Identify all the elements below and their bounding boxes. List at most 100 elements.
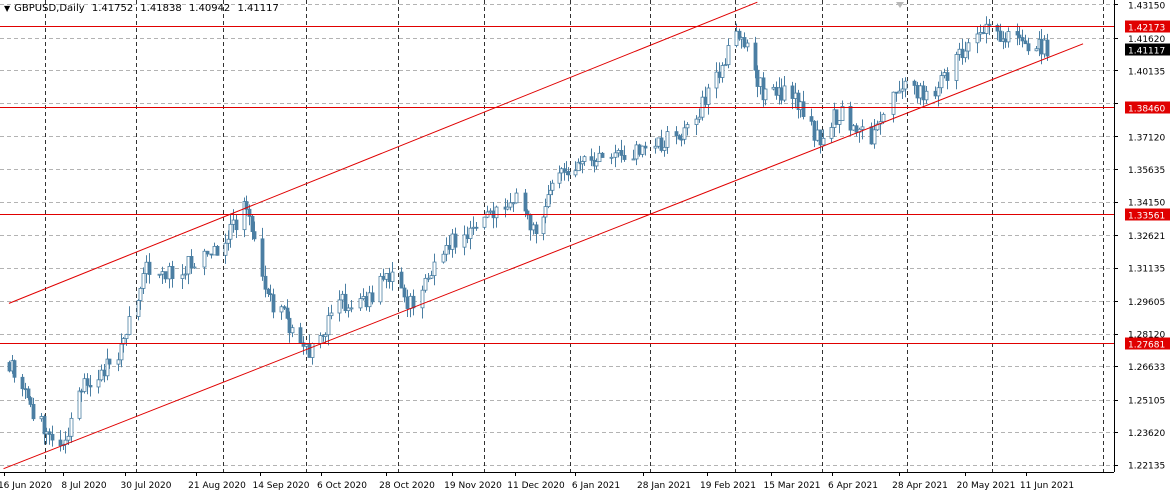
candle-body [954,54,959,81]
channel-upper-line [8,1,758,304]
candle-body [390,271,395,282]
candle-body [697,116,702,120]
candle-body [20,376,25,390]
chart-header: ▼ GBPUSD,Daily 1.41752 1.41838 1.40942 1.… [4,3,283,14]
candle-body [860,126,865,130]
x-tick-label: 8 Jul 2020 [61,481,106,491]
candle-body [945,72,950,81]
candle-body [505,206,510,210]
candle-body [566,170,571,176]
candle-body [423,277,428,291]
candle-body [304,344,309,347]
y-tick-label: 1.23620 [1128,429,1165,439]
candle-body [726,45,731,66]
triangle-down-icon[interactable]: ▼ [4,4,11,13]
y-tick-label: 1.34150 [1128,199,1165,209]
candle-body [966,42,971,52]
candle-body [23,388,28,391]
candle-body [337,299,342,314]
chart-shift-marker-icon [896,2,904,8]
candle-body [659,137,664,151]
candle-body [753,42,758,71]
candle-body [942,72,947,76]
candle-body [136,300,141,317]
candle-body [1006,31,1011,43]
candle-body [361,296,366,300]
candle-body [7,362,12,372]
candle-body [815,129,820,141]
candle-body [252,231,257,240]
candle-body [167,266,172,280]
candle-body [247,208,252,217]
candle-body [534,224,539,235]
x-tick-label: 21 Aug 2020 [188,481,246,491]
candle-body [79,390,84,393]
candle-body [318,335,323,344]
y-tick-label: 1.41620 [1128,35,1165,45]
candle-body [984,23,989,34]
candle-body [163,271,168,280]
candle-body [550,182,555,191]
candle-body [290,327,295,334]
candle-body [662,146,667,151]
candle-body [1039,38,1044,55]
candle-body [793,92,798,99]
candle-body [915,85,920,99]
candle-body [119,343,124,361]
candle-body [82,378,87,392]
candle-body [244,201,249,210]
x-tick-label: 11 Jun 2021 [1020,481,1074,491]
candle-body [462,234,467,248]
x-tick-label: 30 Jul 2020 [121,481,172,491]
candle-body [287,317,292,334]
level-price-label: 1.33561 [1128,212,1165,222]
candle-body [891,91,896,115]
candle-body [358,298,363,309]
level-price-tag [1125,101,1170,114]
candle-body [250,215,255,233]
x-tick-label: 28 Jan 2021 [637,481,691,491]
candle-body [706,87,711,105]
candle-body [160,271,165,275]
candle-body [44,431,49,435]
candle-body [263,275,268,290]
low-value: 1.40942 [188,3,231,14]
candle-body [921,85,926,101]
x-tick-label: 16 Jun 2020 [0,481,52,491]
candle-body [186,256,191,275]
candle-body [340,293,345,301]
candle-body [183,273,188,276]
candle-body [471,226,476,229]
candle-body [508,202,513,208]
candle-body [543,206,548,218]
candle-body [957,48,962,55]
candle-body [801,101,806,117]
candle-body [170,266,175,279]
candle-body [411,295,416,309]
candle-body [429,275,434,279]
candle-body [798,101,803,111]
candle-body [28,397,33,405]
candle-body [851,125,856,131]
candle-body [42,416,47,435]
candle-body [975,33,980,44]
candle-body [771,86,776,90]
candle-body [739,37,744,40]
candle-body [559,168,564,174]
candle-body [1017,34,1022,38]
candle-body [279,306,284,313]
candle-body [465,234,470,239]
candle-body [774,86,779,96]
candle-body [685,124,690,129]
candle-body [234,219,239,231]
candle-body [742,37,747,48]
candle-body [918,85,923,99]
candle-body [643,145,648,149]
candle-body [978,32,983,35]
candle-body [779,87,784,101]
candle-body [212,245,217,256]
candle-body [875,123,880,131]
candle-body [897,90,902,94]
